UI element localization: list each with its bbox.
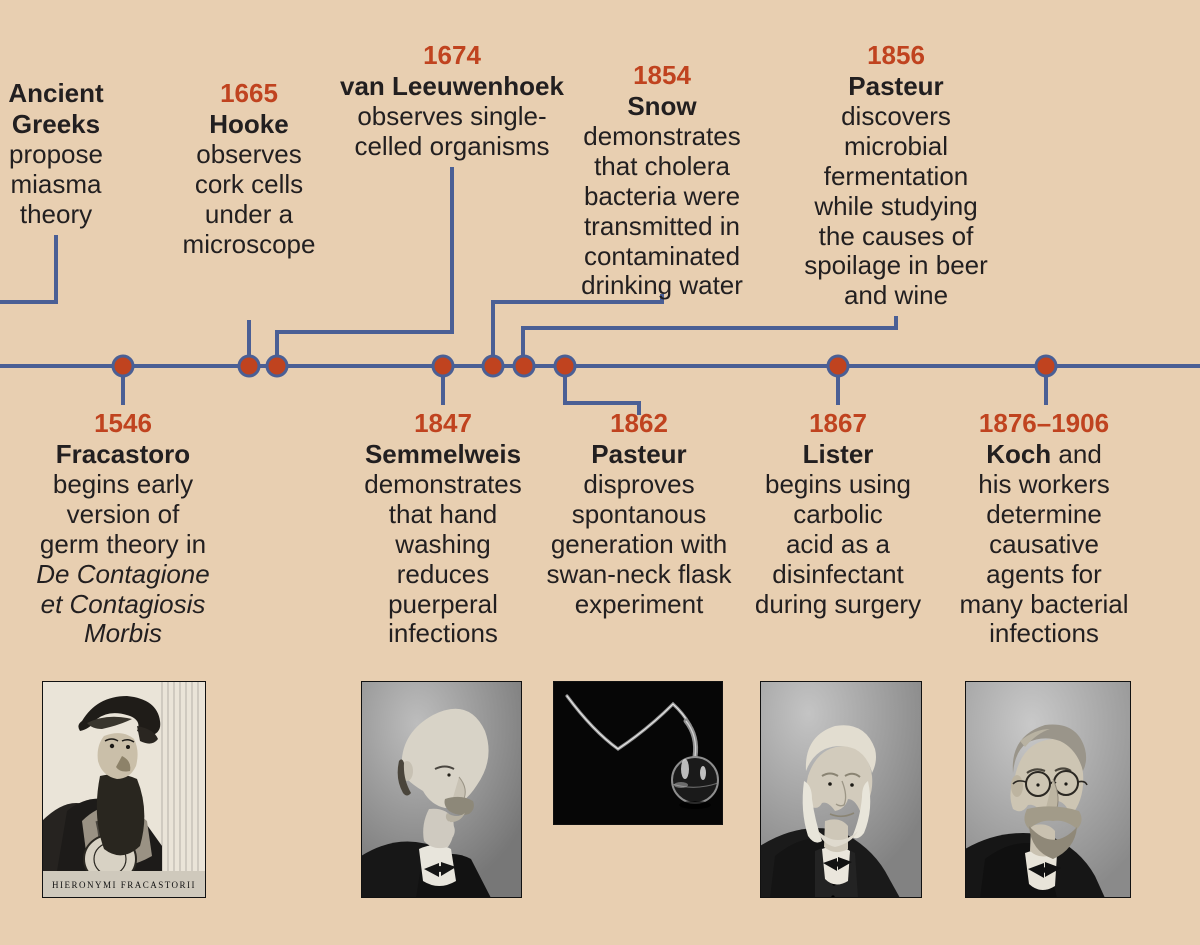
svg-text:HIERONYMI FRACASTORII: HIERONYMI FRACASTORII xyxy=(52,880,196,890)
